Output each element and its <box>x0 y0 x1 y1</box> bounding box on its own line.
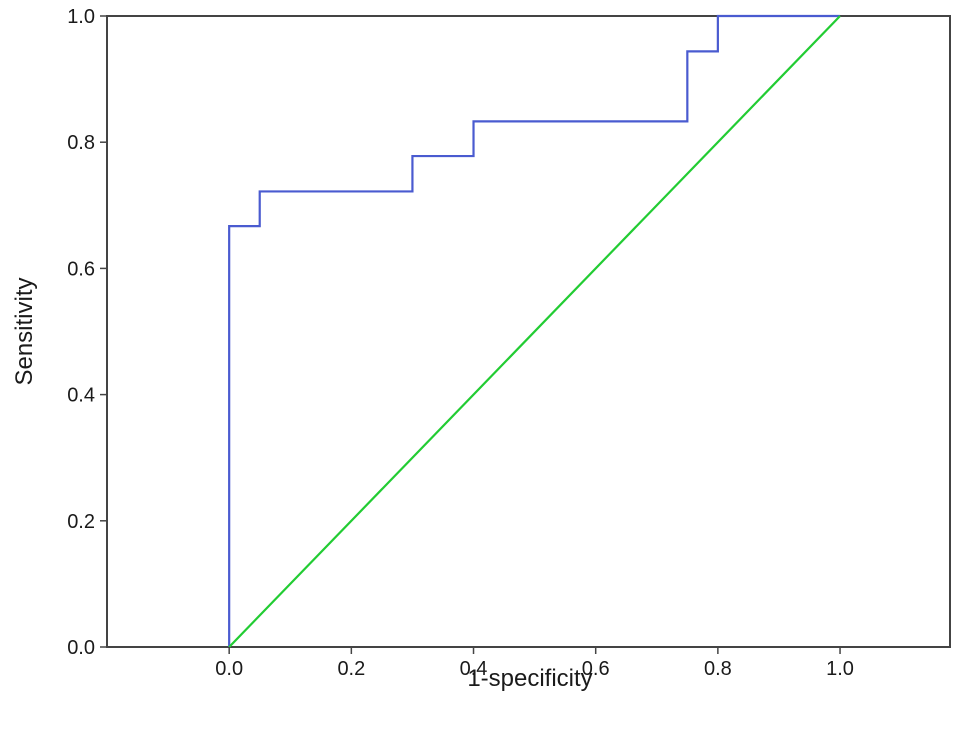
x-tick-label: 0.6 <box>582 658 610 680</box>
y-tick-label: 1.0 <box>67 6 95 28</box>
plot-area-border <box>106 15 951 648</box>
x-tick-label: 1.0 <box>826 658 854 680</box>
x-tick-label: 0.8 <box>704 658 732 680</box>
reference-diagonal-line <box>228 15 841 648</box>
x-axis-ticks: 0.0 0.2 0.4 0.6 0.8 1.0 <box>215 647 854 680</box>
roc-curve-line <box>228 14 841 647</box>
x-tick-label: 0.0 <box>215 658 243 680</box>
y-tick-label: 0.4 <box>67 385 95 407</box>
series-layer <box>228 14 841 648</box>
y-axis-ticks: 0.0 0.2 0.4 0.6 0.8 1.0 <box>67 6 107 659</box>
x-axis-title: 1-specificity <box>467 665 592 692</box>
plot-frame <box>106 15 951 648</box>
y-tick-label: 0.0 <box>67 637 95 659</box>
y-axis-title: Sensitivity <box>11 277 38 385</box>
y-tick-label: 0.6 <box>67 258 95 280</box>
x-tick-label: 0.4 <box>460 658 488 680</box>
y-tick-label: 0.2 <box>67 511 95 533</box>
x-tick-label: 0.2 <box>337 658 365 680</box>
y-tick-label: 0.8 <box>67 132 95 154</box>
